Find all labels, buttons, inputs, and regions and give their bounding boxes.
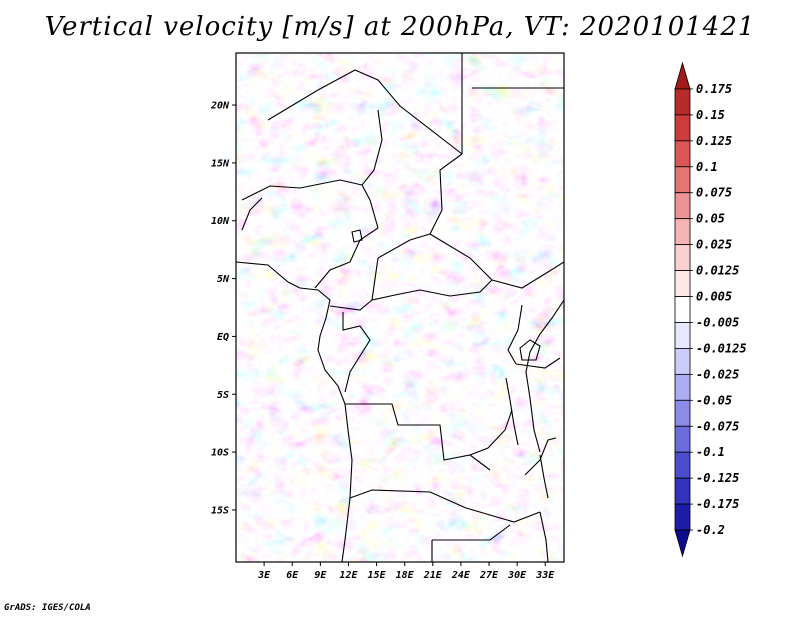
lon-tick-label: 24E	[451, 570, 471, 581]
colorbar-label: -0.2	[696, 523, 725, 537]
lon-tick-label: 33E	[535, 570, 555, 581]
colorbar-label: -0.0125	[696, 341, 747, 355]
lat-tick-label: 15S	[211, 505, 229, 516]
colorbar-swatch	[674, 373, 691, 401]
lon-tick-label: 18E	[396, 570, 415, 581]
border-drc-zambia	[469, 409, 513, 456]
lat-tick-label: 10S	[211, 448, 229, 459]
colorbar-swatch	[674, 88, 691, 116]
border-benin	[241, 197, 263, 231]
border-uganda-drc	[507, 304, 523, 365]
border-namibia-botswana	[431, 524, 511, 562]
colorbar-swatch	[674, 140, 691, 168]
lat-tick-label: 10N	[211, 216, 230, 227]
border-nigeria-niger	[241, 179, 363, 201]
colorbar-label: 0.005	[696, 290, 732, 304]
border-south-sudan	[491, 261, 564, 289]
colorbar: 0.175 0.15 0.125 0.1 0.075 0.05 0.025 0.0125 0.0…	[674, 61, 747, 558]
lake-tanganyika	[505, 377, 519, 446]
colorbar-label: 0.1	[696, 160, 718, 174]
chart-title: Vertical velocity [m/s] at 200hPa, VT: 2…	[44, 12, 756, 42]
colorbar-swatch	[674, 218, 691, 246]
colorbar-label: -0.075	[696, 419, 739, 433]
colorbar-swatch	[674, 425, 691, 453]
border-chad-sudan	[429, 153, 493, 281]
colorbar-swatch	[674, 114, 691, 142]
colorbar-swatch	[674, 348, 691, 375]
colorbar-swatch	[674, 166, 691, 194]
colorbar-swatch	[674, 451, 691, 479]
colorbar-label: 0.15	[696, 108, 725, 122]
border-tanzania	[515, 357, 561, 369]
colorbar-label: -0.05	[696, 393, 732, 407]
lon-tick-label: 9E	[314, 570, 327, 581]
border-zambia-south	[465, 507, 541, 523]
colorbar-swatch	[674, 192, 691, 220]
border-mozambique	[524, 437, 557, 562]
plot-frame	[235, 52, 565, 563]
colorbar-label: -0.025	[696, 367, 739, 381]
lat-tick-label: 20N	[210, 101, 230, 112]
colorbar-swatch	[674, 322, 691, 349]
colorbar-label: 0.075	[696, 186, 732, 200]
lat-tick-label: 5S	[217, 390, 229, 401]
lon-tick-label: 3E	[257, 570, 271, 581]
colorbar-label: -0.005	[696, 315, 739, 329]
latitude-axis: 20N 15N 10N 5N EQ 5S 10S 15S	[210, 101, 236, 516]
lat-tick-label: 5N	[217, 274, 230, 285]
colorbar-label: 0.05	[696, 212, 725, 226]
colorbar-swatch	[674, 270, 691, 297]
colorbar-label: 0.0125	[696, 264, 739, 278]
border-angola-namibia	[349, 489, 467, 509]
longitude-axis: 3E 6E 9E 12E 15E 18E 21E 24E 27E 30E 33E	[257, 562, 555, 581]
border-chad-niger	[361, 109, 383, 229]
colorbar-swatch	[674, 61, 691, 90]
lon-tick-label: 21E	[423, 570, 443, 581]
border-nigeria-cameroon	[314, 227, 379, 289]
colorbar-label: 0.175	[696, 82, 732, 96]
coastline-east	[525, 299, 564, 453]
lat-tick-label: 15N	[211, 158, 230, 169]
lake-victoria	[519, 339, 541, 361]
lon-tick-label: 30E	[507, 570, 527, 581]
colorbar-label: -0.175	[696, 497, 739, 511]
colorbar-swatch	[674, 529, 691, 558]
lon-tick-label: 12E	[339, 570, 358, 581]
coastline-west	[236, 261, 353, 562]
border-cameroon-congo	[329, 299, 373, 311]
lake-chad	[351, 229, 363, 243]
colorbar-swatch	[674, 477, 691, 505]
country-borders	[236, 53, 564, 562]
colorbar-label: -0.1	[696, 445, 725, 459]
colorbar-swatch	[674, 503, 691, 531]
grads-credit: GrADS: IGES/COLA	[4, 603, 91, 613]
colorbar-label: 0.025	[696, 238, 732, 252]
lat-tick-label: EQ	[217, 332, 229, 343]
colorbar-swatch	[674, 399, 691, 427]
lon-tick-label: 27E	[479, 570, 499, 581]
vertical-velocity-field	[236, 53, 564, 562]
colorbar-swatch	[674, 244, 691, 271]
colorbar-label: 0.125	[696, 134, 732, 148]
lon-tick-label: 15E	[368, 570, 387, 581]
border-niger-libya	[267, 69, 463, 155]
lake-malawi	[539, 454, 549, 499]
colorbar-label: -0.125	[696, 471, 739, 485]
border-gabon-congo	[342, 312, 371, 393]
colorbar-swatch	[674, 296, 691, 323]
lon-tick-label: 6E	[286, 570, 299, 581]
